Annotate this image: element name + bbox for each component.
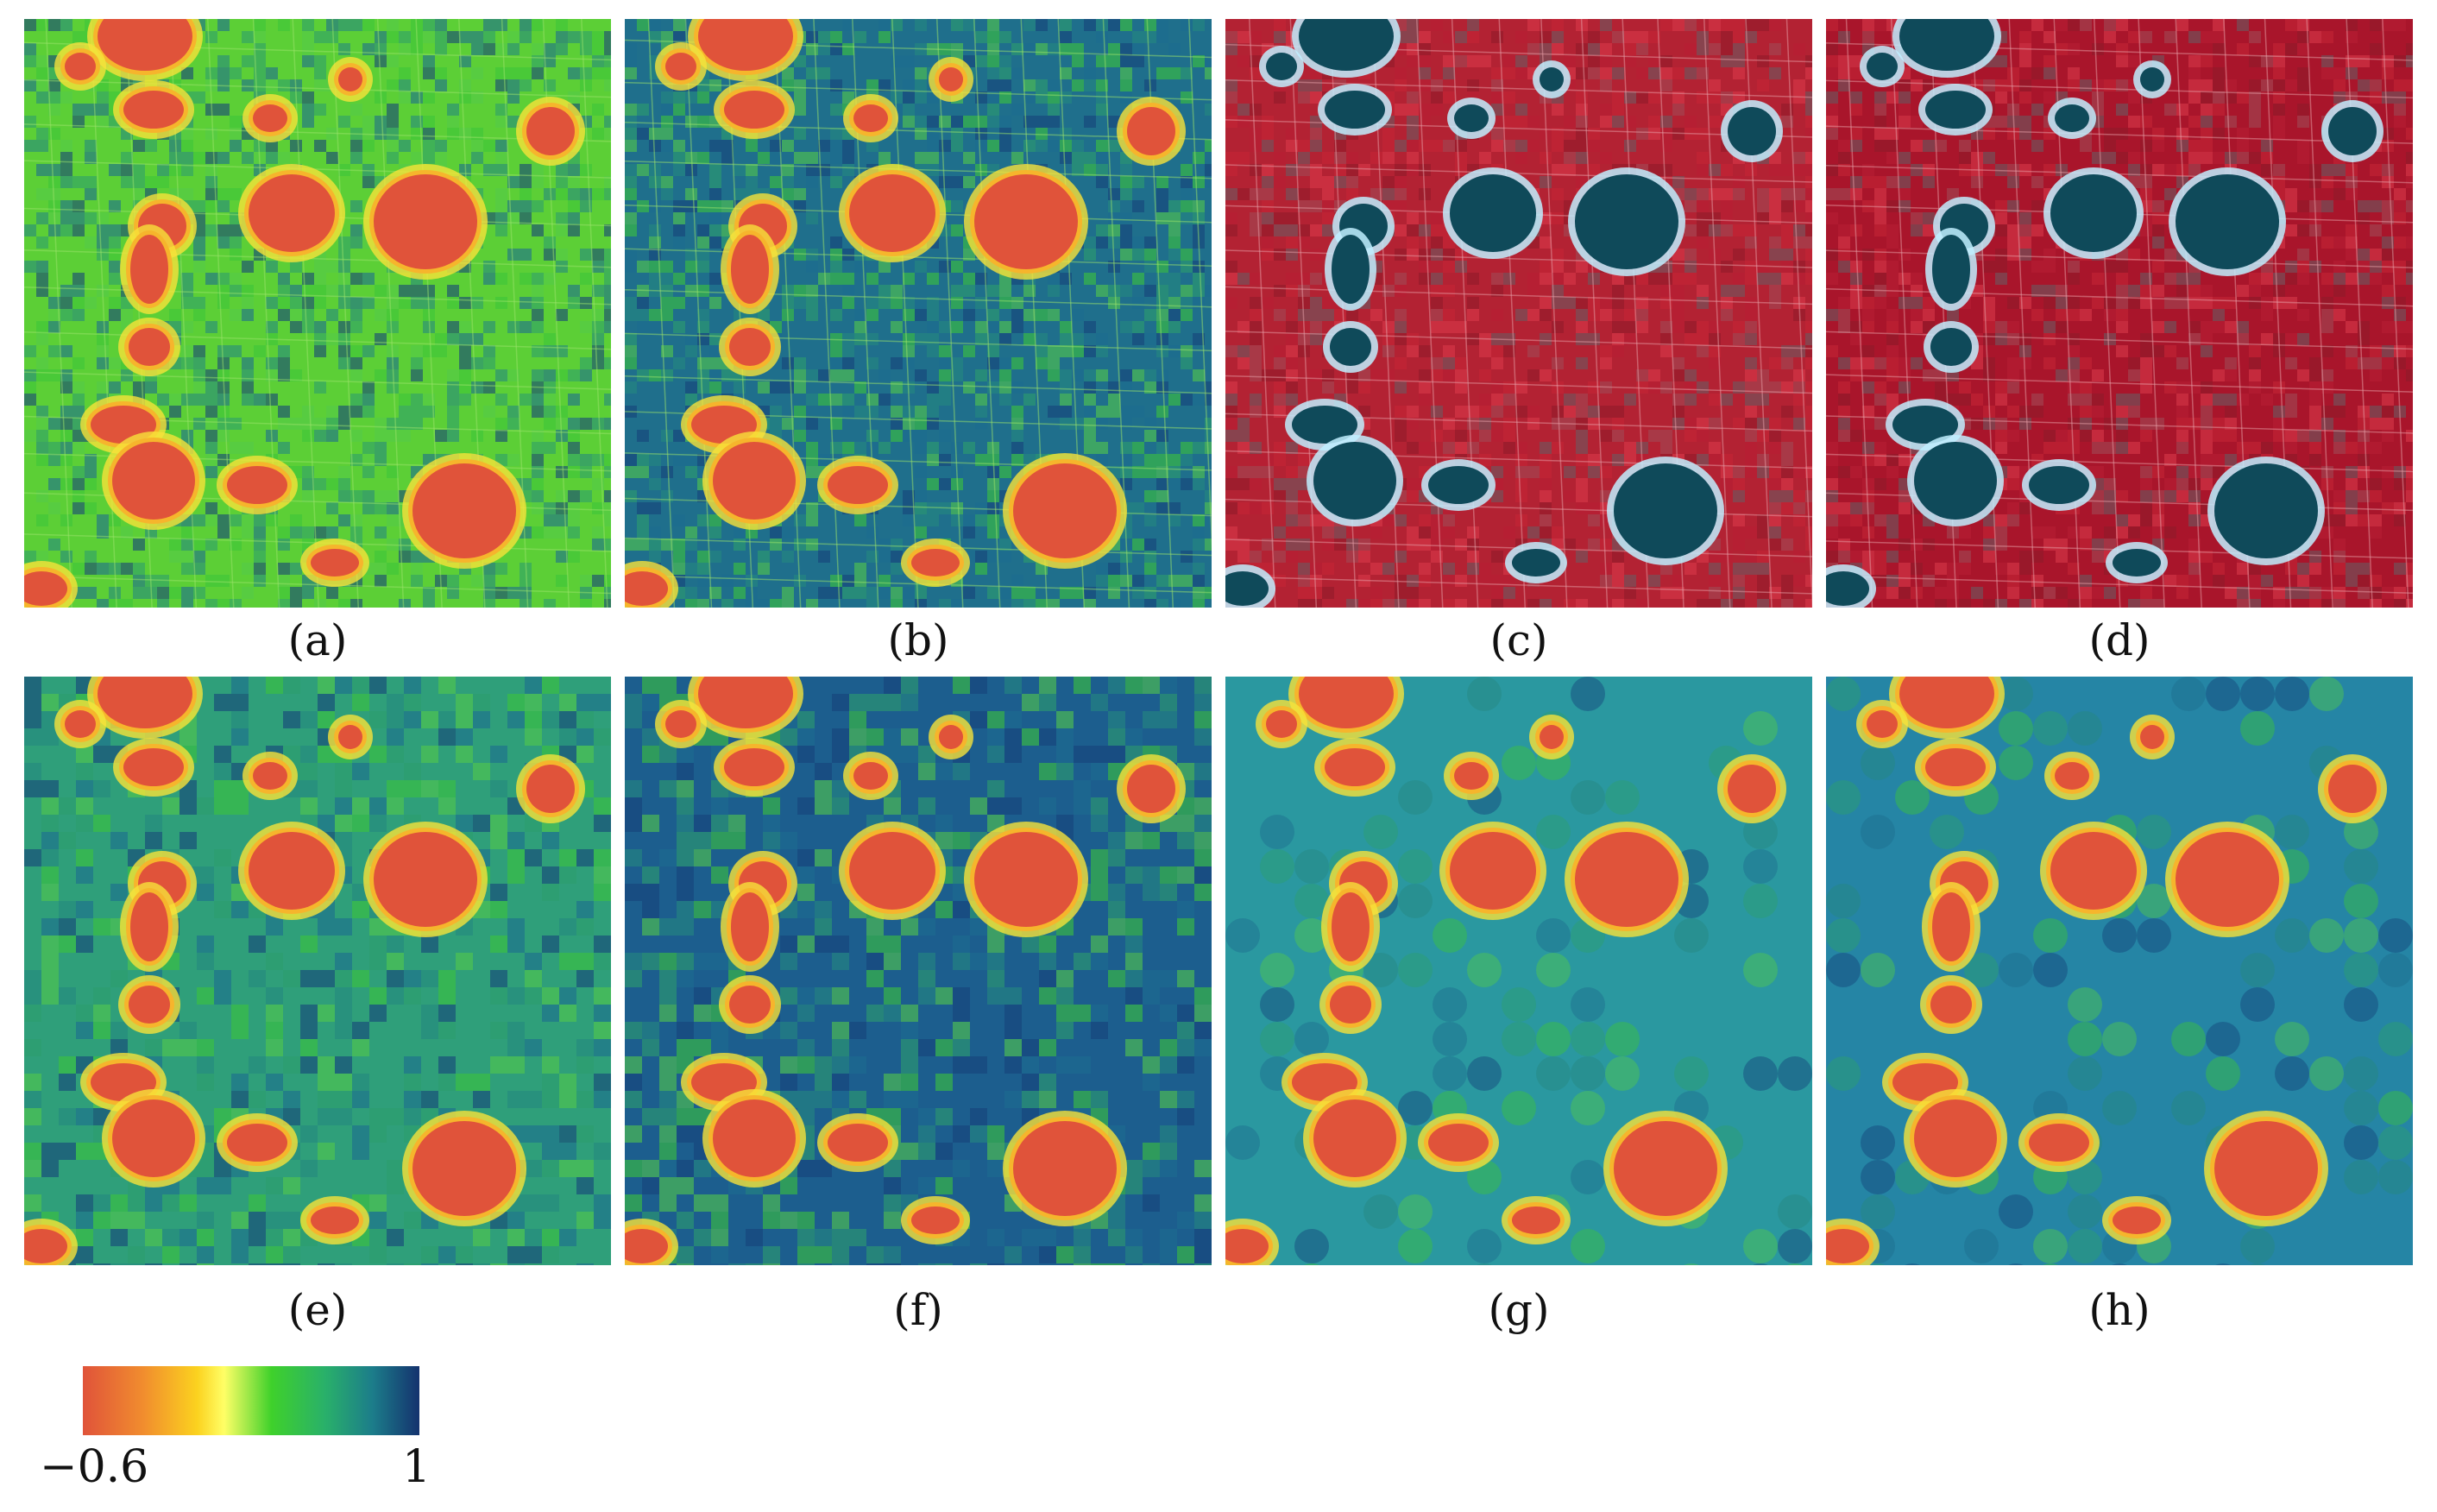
panel-a-image — [24, 19, 611, 608]
panel-h — [1826, 677, 2413, 1265]
panel-b — [625, 19, 1212, 608]
colorbar — [83, 1366, 419, 1435]
panel-f-image — [625, 677, 1212, 1265]
caption-f: (f) — [893, 1285, 943, 1335]
caption-h: (h) — [2088, 1285, 2150, 1335]
colorbar-gradient — [83, 1366, 419, 1435]
caption-e: (e) — [287, 1285, 348, 1335]
panel-d — [1826, 19, 2413, 608]
panel-b-image — [625, 19, 1212, 608]
panel-g — [1225, 677, 1812, 1265]
colorbar-min-label: −0.6 — [40, 1441, 149, 1493]
panel-d-image — [1826, 19, 2413, 608]
panel-e-image — [24, 677, 611, 1265]
caption-c: (c) — [1489, 615, 1548, 665]
caption-b: (b) — [887, 615, 949, 665]
caption-d: (d) — [2088, 615, 2150, 665]
panel-a — [24, 19, 611, 608]
panel-c-image — [1225, 19, 1812, 608]
panel-h-image — [1826, 677, 2413, 1265]
panel-g-image — [1225, 677, 1812, 1265]
panel-e — [24, 677, 611, 1265]
panel-f — [625, 677, 1212, 1265]
caption-g: (g) — [1488, 1285, 1550, 1335]
panel-c — [1225, 19, 1812, 608]
colorbar-max-label: 1 — [402, 1441, 431, 1493]
caption-a: (a) — [287, 615, 348, 665]
